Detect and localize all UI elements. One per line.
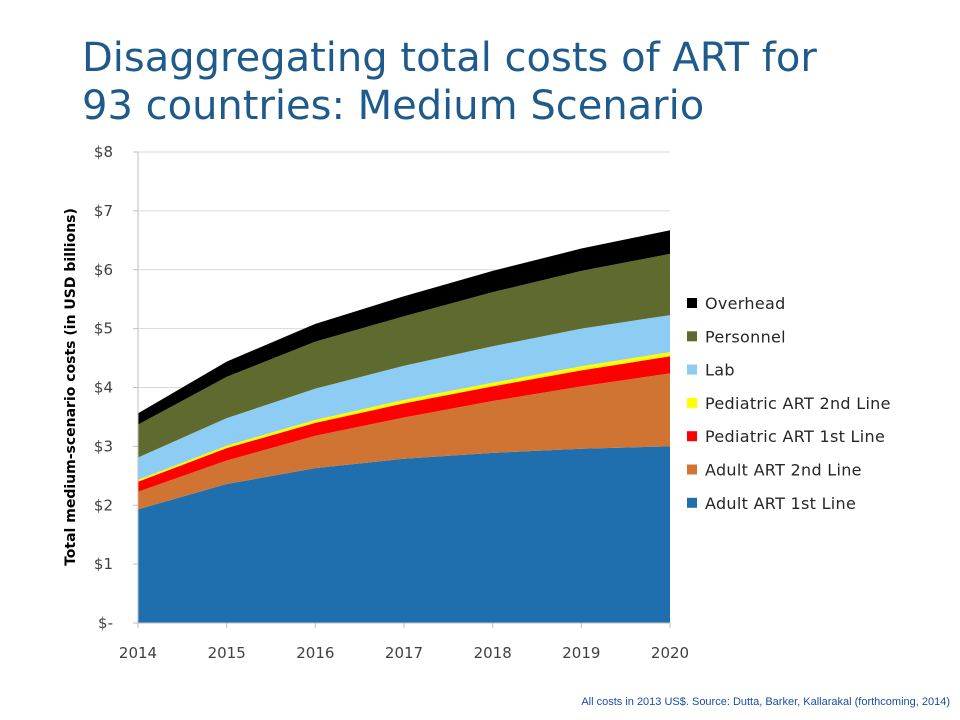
y-tick-label: $7 <box>94 202 113 220</box>
x-tick-label: 2019 <box>562 644 600 662</box>
y-tick-label: $- <box>98 614 113 632</box>
legend-swatch <box>687 331 697 342</box>
legend-label: Pediatric ART 2nd Line <box>705 394 891 413</box>
y-tick-label: $1 <box>94 555 113 573</box>
legend-label: Adult ART 1st Line <box>705 494 856 513</box>
legend-swatch <box>687 298 697 308</box>
y-tick-label: $6 <box>94 261 113 279</box>
y-axis-title: Total medium-scenario costs (in USD bill… <box>63 208 79 566</box>
x-tick-label: 2020 <box>651 644 689 662</box>
x-tick-label: 2014 <box>119 644 157 662</box>
x-tick-labels: 2014 2015 2016 2017 2018 2019 2020 <box>119 644 689 662</box>
area-pediatric-art-1st-line <box>138 356 670 492</box>
series-areas <box>138 230 670 623</box>
legend-item-personnel: Personnel <box>687 327 786 346</box>
y-tick-label: $8 <box>94 143 113 161</box>
y-tick-label: $4 <box>94 379 113 397</box>
x-tick-label: 2015 <box>208 644 246 662</box>
slide-title: Disaggregating total costs of ART for 93… <box>82 34 942 130</box>
legend-swatch <box>687 497 697 508</box>
area-overhead <box>138 230 670 425</box>
footnote: All costs in 2013 US$. Source: Dutta, Ba… <box>581 696 950 708</box>
legend-item-pediatric-art-1st-line: Pediatric ART 1st Line <box>687 427 885 446</box>
y-tick-label: $3 <box>94 437 113 455</box>
area-lab <box>138 315 670 480</box>
area-personnel <box>138 253 670 458</box>
legend-label: Overhead <box>705 294 786 313</box>
slide-title-line-1: Disaggregating total costs of ART for <box>82 35 817 81</box>
legend-swatch <box>687 464 697 475</box>
legend-item-pediatric-art-2nd-line: Pediatric ART 2nd Line <box>687 394 891 413</box>
slide-title-line-2: 93 countries: Medium Scenario <box>82 83 705 129</box>
stacked-area-chart: $-$1$2$3$4$5$6$7$8 2014 2015 2016 2017 2018 2… <box>63 143 891 662</box>
x-tick-label: 2016 <box>296 644 334 662</box>
y-tick-labels: $- $1 $2 $3 $4 $5 $6 $7 $8 <box>94 143 113 632</box>
legend-swatch <box>687 364 697 375</box>
x-tick-label: 2017 <box>385 644 423 662</box>
y-tick-label: $5 <box>94 320 113 338</box>
y-tick-label: $2 <box>94 496 113 514</box>
legend: Overhead Personnel Lab Pediatric ART 2nd Li… <box>687 294 891 513</box>
area-adult-art-2nd-line <box>138 373 670 510</box>
legend-label: Lab <box>705 361 735 380</box>
legend-label: Personnel <box>705 327 786 346</box>
legend-item-lab: Lab <box>687 361 735 380</box>
legend-swatch <box>687 397 697 408</box>
area-adult-art-1st-line <box>138 446 670 623</box>
axes <box>133 151 671 628</box>
legend-item-adult-art-1st-line: Adult ART 1st Line <box>687 494 856 513</box>
legend-item-adult-art-2nd-line: Adult ART 2nd Line <box>687 461 862 480</box>
legend-swatch <box>687 431 697 442</box>
legend-label: Adult ART 2nd Line <box>705 461 862 480</box>
x-tick-label: 2018 <box>474 644 512 662</box>
legend-item-overhead: Overhead <box>687 294 786 313</box>
legend-label: Pediatric ART 1st Line <box>705 427 885 446</box>
